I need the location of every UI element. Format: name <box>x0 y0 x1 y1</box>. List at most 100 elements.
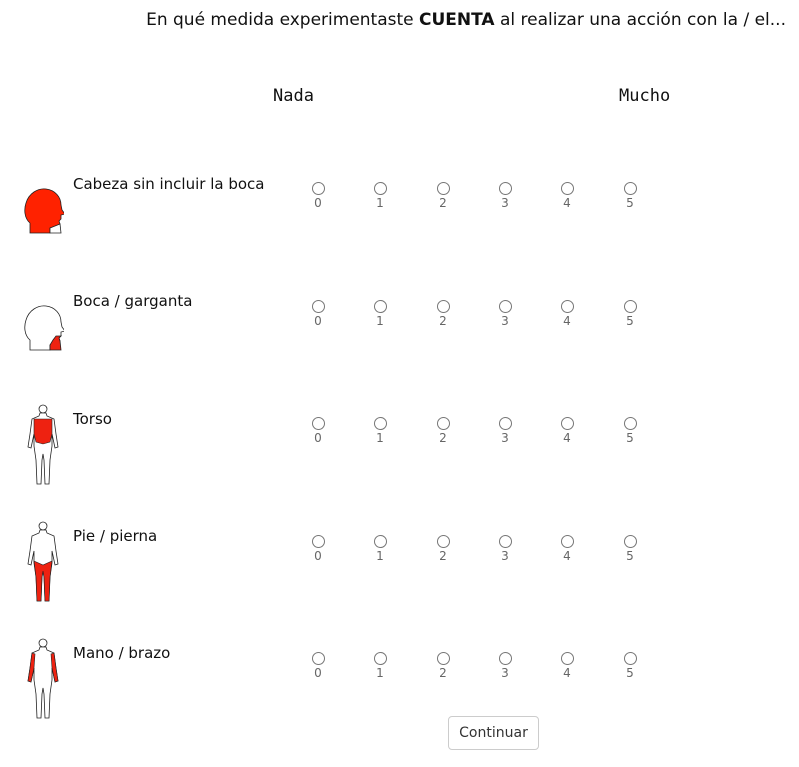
option-1[interactable]: 1 <box>365 182 395 210</box>
option-number: 4 <box>563 314 571 328</box>
option-number: 0 <box>314 549 322 563</box>
radio-button[interactable] <box>311 300 325 313</box>
radio-button[interactable] <box>498 417 512 430</box>
option-number: 1 <box>376 431 384 445</box>
rating-row-arm: Mano / brazo 0 1 2 3 4 5 <box>0 638 799 744</box>
radio-button[interactable] <box>436 300 450 313</box>
radio-button[interactable] <box>311 417 325 430</box>
radio-button[interactable] <box>436 535 450 548</box>
question-suffix: al realizar una acción con la / el... <box>494 10 786 30</box>
rating-row-leg: Pie / pierna 0 1 2 3 4 5 <box>0 521 799 627</box>
option-4[interactable]: 4 <box>552 182 582 210</box>
radio-button[interactable] <box>373 535 387 548</box>
row-label: Mano / brazo <box>73 644 171 662</box>
option-number: 5 <box>626 431 634 445</box>
radio-button[interactable] <box>498 182 512 195</box>
option-number: 0 <box>314 431 322 445</box>
radio-button[interactable] <box>560 417 574 430</box>
option-2[interactable]: 2 <box>428 417 458 445</box>
option-number: 3 <box>501 549 509 563</box>
option-number: 5 <box>626 196 634 210</box>
radio-button[interactable] <box>560 535 574 548</box>
row-label: Cabeza sin incluir la boca <box>73 175 265 193</box>
radio-button[interactable] <box>498 300 512 313</box>
scale-min-label: Nada <box>273 86 314 106</box>
option-1[interactable]: 1 <box>365 417 395 445</box>
option-0[interactable]: 0 <box>303 300 333 328</box>
option-2[interactable]: 2 <box>428 535 458 563</box>
option-5[interactable]: 5 <box>615 182 645 210</box>
option-1[interactable]: 1 <box>365 652 395 680</box>
radio-button[interactable] <box>311 652 325 665</box>
option-5[interactable]: 5 <box>615 535 645 563</box>
option-number: 2 <box>439 666 447 680</box>
option-number: 5 <box>626 666 634 680</box>
option-4[interactable]: 4 <box>552 300 582 328</box>
radio-button[interactable] <box>311 535 325 548</box>
radio-button[interactable] <box>373 417 387 430</box>
option-number: 1 <box>376 666 384 680</box>
radio-button[interactable] <box>623 182 637 195</box>
torso-icon <box>27 404 59 485</box>
arm-icon <box>27 638 59 719</box>
radio-button[interactable] <box>560 300 574 313</box>
option-5[interactable]: 5 <box>615 300 645 328</box>
option-2[interactable]: 2 <box>428 182 458 210</box>
option-3[interactable]: 3 <box>490 300 520 328</box>
option-number: 5 <box>626 314 634 328</box>
row-label: Boca / garganta <box>73 292 193 310</box>
row-label: Torso <box>73 410 112 428</box>
rating-row-torso: Torso 0 1 2 3 4 5 <box>0 404 799 510</box>
radio-button[interactable] <box>498 535 512 548</box>
option-2[interactable]: 2 <box>428 300 458 328</box>
option-3[interactable]: 3 <box>490 182 520 210</box>
option-number: 2 <box>439 196 447 210</box>
option-5[interactable]: 5 <box>615 652 645 680</box>
radio-button[interactable] <box>560 182 574 195</box>
option-0[interactable]: 0 <box>303 417 333 445</box>
radio-button[interactable] <box>623 652 637 665</box>
radio-button[interactable] <box>623 417 637 430</box>
radio-button[interactable] <box>373 300 387 313</box>
option-2[interactable]: 2 <box>428 652 458 680</box>
radio-button[interactable] <box>560 652 574 665</box>
option-4[interactable]: 4 <box>552 417 582 445</box>
option-number: 2 <box>439 431 447 445</box>
option-0[interactable]: 0 <box>303 182 333 210</box>
option-number: 1 <box>376 549 384 563</box>
radio-button[interactable] <box>623 300 637 313</box>
option-3[interactable]: 3 <box>490 652 520 680</box>
option-3[interactable]: 3 <box>490 417 520 445</box>
radio-button[interactable] <box>436 652 450 665</box>
option-1[interactable]: 1 <box>365 300 395 328</box>
option-4[interactable]: 4 <box>552 535 582 563</box>
question-text: En qué medida experimentaste CUENTA al r… <box>0 10 786 30</box>
mouth-throat-icon <box>24 305 64 351</box>
radio-button[interactable] <box>498 652 512 665</box>
radio-button[interactable] <box>373 652 387 665</box>
option-number: 1 <box>376 314 384 328</box>
question-emphasis: CUENTA <box>419 10 495 30</box>
option-0[interactable]: 0 <box>303 652 333 680</box>
option-1[interactable]: 1 <box>365 535 395 563</box>
option-number: 0 <box>314 196 322 210</box>
option-number: 2 <box>439 314 447 328</box>
leg-icon <box>27 521 59 602</box>
option-0[interactable]: 0 <box>303 535 333 563</box>
option-number: 3 <box>501 196 509 210</box>
rating-row-head: Cabeza sin incluir la boca 0 1 2 3 4 5 <box>0 175 799 275</box>
option-number: 4 <box>563 666 571 680</box>
option-3[interactable]: 3 <box>490 535 520 563</box>
option-5[interactable]: 5 <box>615 417 645 445</box>
option-number: 2 <box>439 549 447 563</box>
option-number: 5 <box>626 549 634 563</box>
scale-max-label: Mucho <box>619 86 671 106</box>
radio-button[interactable] <box>436 417 450 430</box>
radio-button[interactable] <box>623 535 637 548</box>
row-label: Pie / pierna <box>73 527 158 545</box>
radio-button[interactable] <box>373 182 387 195</box>
option-4[interactable]: 4 <box>552 652 582 680</box>
continue-button[interactable]: Continuar <box>448 716 539 750</box>
radio-button[interactable] <box>436 182 450 195</box>
radio-button[interactable] <box>311 182 325 195</box>
